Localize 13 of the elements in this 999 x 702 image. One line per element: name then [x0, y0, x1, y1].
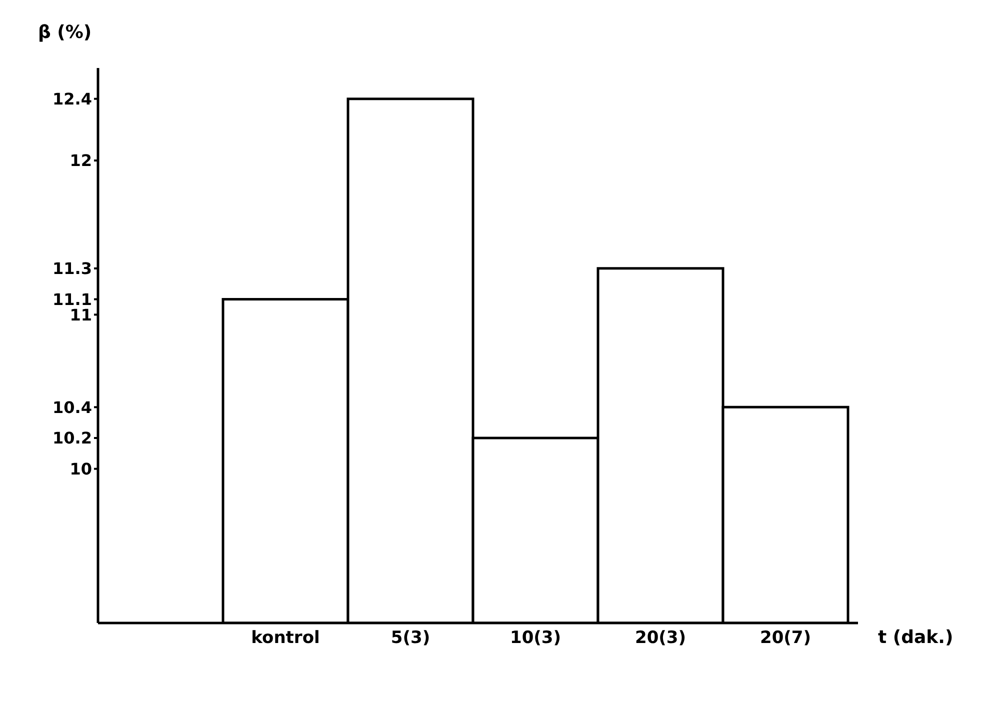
x-tick-label: kontrol: [251, 628, 320, 648]
y-tick-label: 12: [70, 151, 92, 170]
y-tick-label: 12.4: [52, 90, 92, 109]
y-tick-label: 10.2: [52, 428, 92, 448]
x-tick-label: 20(3): [634, 628, 686, 648]
x-tick-label: 20(7): [760, 628, 812, 648]
y-axis-title: β (%): [38, 22, 92, 43]
x-axis-title: t (dak.): [878, 627, 954, 648]
y-tick-label: 10.4: [52, 398, 92, 417]
x-tick-label: 10(3): [510, 628, 562, 648]
y-tick-label: 10: [70, 460, 92, 479]
y-tick-label: 11.3: [52, 259, 92, 278]
x-tick-label: 5(3): [390, 628, 430, 648]
